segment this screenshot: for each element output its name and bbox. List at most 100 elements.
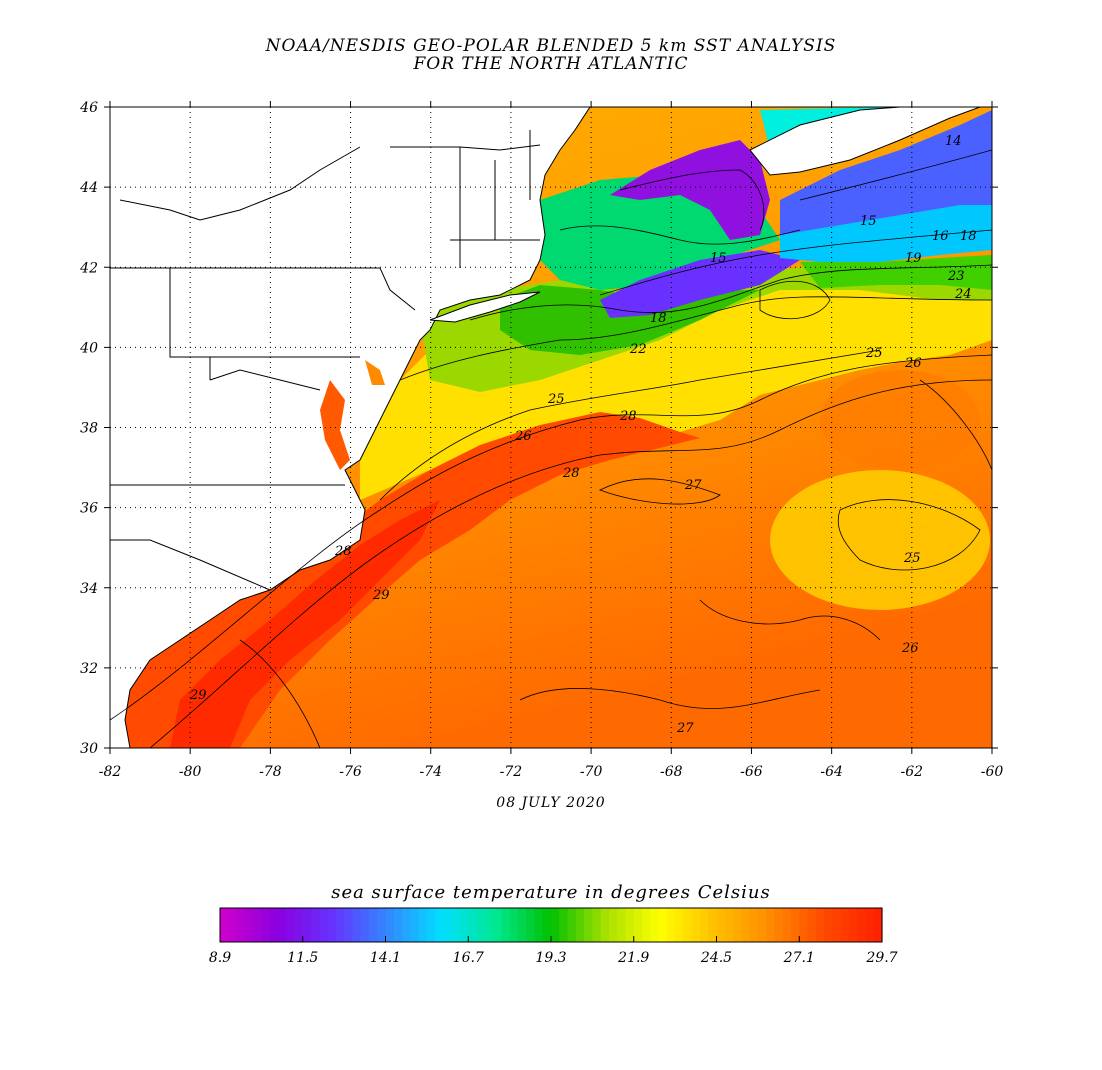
cyan-front (780, 205, 992, 262)
colorbar-swatch (617, 908, 627, 942)
longitude-label: -72 (500, 764, 523, 780)
contour-label: 27 (676, 721, 694, 736)
colorbar-tick-label: 14.1 (370, 950, 401, 966)
colorbar-swatch (716, 908, 726, 942)
colorbar-swatch (666, 908, 676, 942)
latitude-label: 30 (80, 741, 98, 757)
contour-label: 29 (372, 588, 390, 603)
colorbar-swatch (807, 908, 817, 942)
colorbar-swatch (360, 908, 370, 942)
colorbar-swatch (683, 908, 693, 942)
colorbar-swatch (749, 908, 759, 942)
colorbar-swatch (244, 908, 254, 942)
colorbar-swatch (253, 908, 262, 942)
contour-label: 22 (629, 342, 647, 357)
colorbar-swatch (451, 908, 461, 942)
colorbar-swatch (294, 908, 304, 942)
contour-label: 18 (650, 311, 667, 326)
contour-label: 27 (684, 478, 702, 493)
longitude-label: -70 (580, 764, 603, 780)
colorbar-swatch (335, 908, 345, 942)
colorbar-swatch (418, 908, 428, 942)
colorbar-swatch (724, 908, 734, 942)
contour-label: 26 (904, 356, 922, 371)
colorbar-swatch (741, 908, 751, 942)
colorbar-tick-label: 21.9 (617, 950, 649, 966)
bay-of-fundy-purple (610, 140, 770, 240)
colorbar-tick-label: 19.3 (535, 950, 566, 966)
colorbar-swatch (459, 908, 469, 942)
latitude-label: 42 (79, 260, 98, 276)
latitude-label: 36 (80, 501, 98, 517)
colorbar-swatch (832, 908, 842, 942)
colorbar-swatch (435, 908, 445, 942)
contour-label: 28 (334, 544, 352, 559)
longitude-label: -76 (339, 764, 362, 780)
colorbar-swatch (302, 908, 312, 942)
colorbar-tick-labels: 8.9 11.5 14.1 16.7 19.3 21.9 24.5 27.1 29.7 (209, 936, 898, 966)
colorbar-swatch (228, 908, 238, 942)
map-subtitle: FOR THE NORTH ATLANTIC (413, 54, 689, 74)
colorbar-swatch (352, 908, 362, 942)
colorbar-tick-label: 29.7 (865, 950, 897, 966)
longitude-labels: -82 -80 -78 -76 -74 -72 -70 -68 -66 -64 -62 -60 (99, 764, 1004, 780)
contour-label: 26 (514, 429, 532, 444)
contour-label: 19 (905, 251, 922, 266)
colorbar-swatch (526, 908, 536, 942)
colorbar-swatch (319, 908, 329, 942)
colorbar-swatch (625, 908, 635, 942)
scotian-shelf-blue (780, 110, 992, 240)
colorbar-title: sea surface temperature in degrees Celsi… (331, 882, 771, 903)
colorbar (219, 907, 883, 943)
colorbar-swatch (650, 908, 660, 942)
colorbar-swatch (393, 908, 403, 942)
contour-label: 15 (710, 251, 727, 266)
contour-label: 25 (547, 392, 565, 407)
colorbar-swatch (757, 908, 767, 942)
latitude-label: 34 (80, 581, 98, 597)
colorbar-tick-label: 16.7 (453, 950, 484, 966)
contour-label: 14 (945, 134, 962, 149)
colorbar-swatch (815, 908, 825, 942)
warm-eddy (770, 470, 990, 610)
latitude-label: 32 (80, 661, 98, 677)
colorbar-swatch (311, 908, 320, 942)
colorbar-swatch (699, 908, 709, 942)
colorbar-tick-label: 11.5 (287, 950, 318, 966)
colorbar-swatch (567, 908, 577, 942)
colorbar-swatch (426, 908, 436, 942)
colorbar-swatch (608, 908, 618, 942)
colorbar-swatch (277, 908, 287, 942)
colorbar-swatch (443, 908, 453, 942)
colorbar-swatch (377, 908, 387, 942)
contour-labels: 14 15 15 16 18 18 19 22 23 24 25 25 25 2… (189, 134, 977, 736)
longitude-label: -80 (179, 764, 202, 780)
colorbar-swatch (873, 908, 883, 942)
colorbar-swatch (542, 908, 552, 942)
contour-label: 26 (901, 641, 919, 656)
colorbar-swatch (708, 908, 718, 942)
colorbar-swatch (600, 908, 610, 942)
contour-label: 15 (860, 214, 877, 229)
colorbar-swatch (857, 908, 867, 942)
colorbar-swatch (633, 908, 643, 942)
contour-label: 29 (189, 688, 207, 703)
latitude-label: 46 (79, 100, 98, 116)
colorbar-swatch (269, 908, 279, 942)
shelf-water-darkgreen (500, 285, 760, 355)
contour-label: 18 (960, 229, 977, 244)
colorbar-swatch (236, 908, 246, 942)
contour-label: 28 (619, 409, 637, 424)
latitude-label: 44 (79, 180, 98, 196)
colorbar-swatch (517, 908, 527, 942)
longitude-label: -78 (259, 764, 282, 780)
green-front (800, 255, 992, 290)
longitude-label: -68 (660, 764, 683, 780)
colorbar-swatch (220, 908, 229, 942)
longitude-label: -60 (981, 764, 1004, 780)
longitude-label: -66 (740, 764, 763, 780)
graticule (104, 101, 998, 754)
colorbar-swatch (733, 908, 742, 942)
longitude-label: -82 (99, 764, 122, 780)
colorbar-swatch (368, 908, 378, 942)
